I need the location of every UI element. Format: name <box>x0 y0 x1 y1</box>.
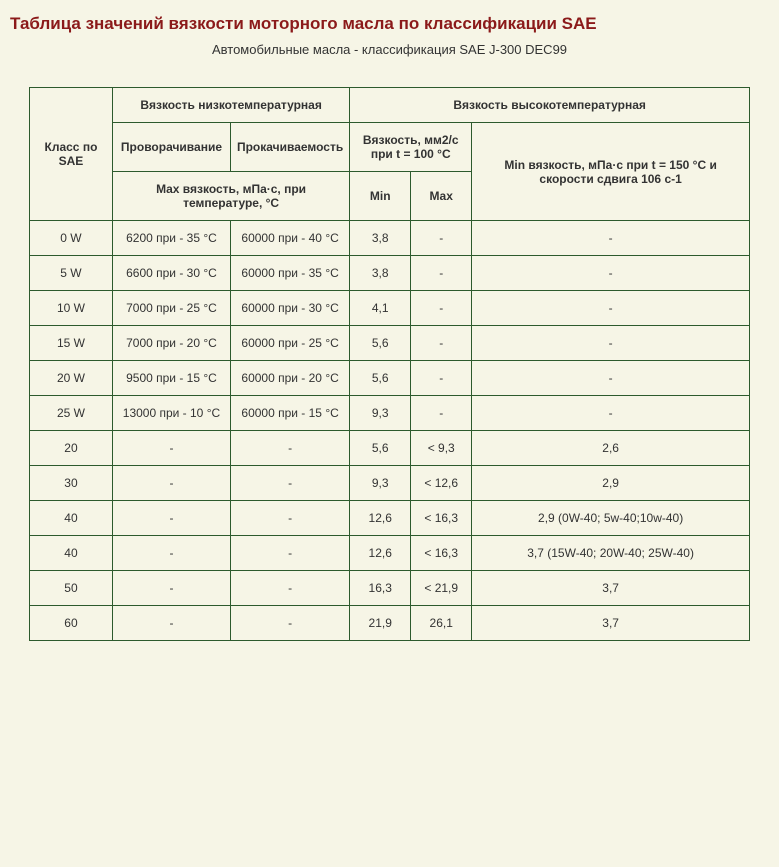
cell-pump: - <box>230 501 349 536</box>
cell-max: < 9,3 <box>411 431 472 466</box>
table-row: 40--12,6< 16,32,9 (0W-40; 5w-40;10w-40) <box>29 501 749 536</box>
cell-crank: - <box>112 501 230 536</box>
cell-pump: - <box>230 536 349 571</box>
cell-pump: - <box>230 466 349 501</box>
cell-hv: 2,9 <box>472 466 750 501</box>
page-subtitle: Автомобильные масла - классификация SAE … <box>10 42 769 57</box>
cell-sae: 50 <box>29 571 112 606</box>
table-row: 30--9,3< 12,62,9 <box>29 466 749 501</box>
cell-crank: 6200 при - 35 °C <box>112 221 230 256</box>
header-sae: Класс по SAE <box>29 88 112 221</box>
cell-min: 5,6 <box>350 431 411 466</box>
cell-hv: - <box>472 291 750 326</box>
cell-max: 26,1 <box>411 606 472 641</box>
cell-max: - <box>411 291 472 326</box>
cell-pump: - <box>230 431 349 466</box>
cell-hv: - <box>472 361 750 396</box>
cell-hv: 2,9 (0W-40; 5w-40;10w-40) <box>472 501 750 536</box>
cell-crank: 9500 при - 15 °C <box>112 361 230 396</box>
cell-pump: 60000 при - 30 °C <box>230 291 349 326</box>
cell-crank: 7000 при - 20 °C <box>112 326 230 361</box>
table-row: 20--5,6< 9,32,6 <box>29 431 749 466</box>
cell-min: 3,8 <box>350 221 411 256</box>
cell-sae: 20 W <box>29 361 112 396</box>
cell-sae: 20 <box>29 431 112 466</box>
cell-max: < 12,6 <box>411 466 472 501</box>
cell-pump: - <box>230 606 349 641</box>
cell-max: - <box>411 221 472 256</box>
cell-hv: 3,7 <box>472 571 750 606</box>
cell-crank: - <box>112 606 230 641</box>
cell-pump: 60000 при - 35 °C <box>230 256 349 291</box>
cell-sae: 40 <box>29 536 112 571</box>
cell-sae: 25 W <box>29 396 112 431</box>
cell-hv: 2,6 <box>472 431 750 466</box>
cell-hv: - <box>472 221 750 256</box>
cell-pump: 60000 при - 20 °C <box>230 361 349 396</box>
cell-crank: - <box>112 466 230 501</box>
table-row: 0 W6200 при - 35 °C60000 при - 40 °C3,8-… <box>29 221 749 256</box>
cell-pump: - <box>230 571 349 606</box>
cell-max: - <box>411 326 472 361</box>
table-row: 40--12,6< 16,33,7 (15W-40; 20W-40; 25W-4… <box>29 536 749 571</box>
cell-crank: 7000 при - 25 °C <box>112 291 230 326</box>
cell-crank: - <box>112 431 230 466</box>
table-row: 10 W7000 при - 25 °C60000 при - 30 °C4,1… <box>29 291 749 326</box>
table-row: 20 W9500 при - 15 °C60000 при - 20 °C5,6… <box>29 361 749 396</box>
header-min150: Min вязкость, мПа·с при t = 150 °C и ско… <box>472 123 750 221</box>
cell-sae: 60 <box>29 606 112 641</box>
cell-max: - <box>411 396 472 431</box>
table-row: 50--16,3< 21,93,7 <box>29 571 749 606</box>
cell-max: < 16,3 <box>411 536 472 571</box>
cell-max: - <box>411 361 472 396</box>
cell-sae: 10 W <box>29 291 112 326</box>
header-high-temp: Вязкость высокотемпературная <box>350 88 750 123</box>
cell-max: - <box>411 256 472 291</box>
viscosity-table: Класс по SAE Вязкость низкотемпературная… <box>29 87 750 641</box>
table-row: 15 W7000 при - 20 °C60000 при - 25 °C5,6… <box>29 326 749 361</box>
table-row: 5 W6600 при - 30 °C60000 при - 35 °C3,8-… <box>29 256 749 291</box>
cell-hv: 3,7 (15W-40; 20W-40; 25W-40) <box>472 536 750 571</box>
cell-max: < 21,9 <box>411 571 472 606</box>
cell-min: 9,3 <box>350 396 411 431</box>
cell-max: < 16,3 <box>411 501 472 536</box>
cell-crank: 6600 при - 30 °C <box>112 256 230 291</box>
cell-min: 4,1 <box>350 291 411 326</box>
cell-hv: - <box>472 326 750 361</box>
header-low-temp: Вязкость низкотемпературная <box>112 88 349 123</box>
table-row: 25 W13000 при - 10 °C60000 при - 15 °C9,… <box>29 396 749 431</box>
cell-min: 5,6 <box>350 361 411 396</box>
page-title: Таблица значений вязкости моторного масл… <box>10 14 769 34</box>
cell-sae: 5 W <box>29 256 112 291</box>
cell-crank: 13000 при - 10 °C <box>112 396 230 431</box>
cell-min: 3,8 <box>350 256 411 291</box>
cell-hv: - <box>472 256 750 291</box>
cell-sae: 0 W <box>29 221 112 256</box>
header-visc-100: Вязкость, мм2/с при t = 100 °C <box>350 123 472 172</box>
cell-pump: 60000 при - 15 °C <box>230 396 349 431</box>
cell-crank: - <box>112 571 230 606</box>
cell-min: 12,6 <box>350 536 411 571</box>
cell-min: 16,3 <box>350 571 411 606</box>
header-max: Max <box>411 172 472 221</box>
cell-min: 21,9 <box>350 606 411 641</box>
cell-min: 9,3 <box>350 466 411 501</box>
cell-hv: - <box>472 396 750 431</box>
cell-pump: 60000 при - 40 °C <box>230 221 349 256</box>
header-max-visc-temp: Max вязкость, мПа·с, при температуре, °C <box>112 172 349 221</box>
cell-pump: 60000 при - 25 °C <box>230 326 349 361</box>
header-pump: Прокачиваемость <box>230 123 349 172</box>
cell-min: 5,6 <box>350 326 411 361</box>
cell-min: 12,6 <box>350 501 411 536</box>
header-crank: Проворачивание <box>112 123 230 172</box>
table-row: 60--21,926,13,7 <box>29 606 749 641</box>
cell-sae: 30 <box>29 466 112 501</box>
header-min: Min <box>350 172 411 221</box>
cell-crank: - <box>112 536 230 571</box>
cell-hv: 3,7 <box>472 606 750 641</box>
cell-sae: 15 W <box>29 326 112 361</box>
cell-sae: 40 <box>29 501 112 536</box>
